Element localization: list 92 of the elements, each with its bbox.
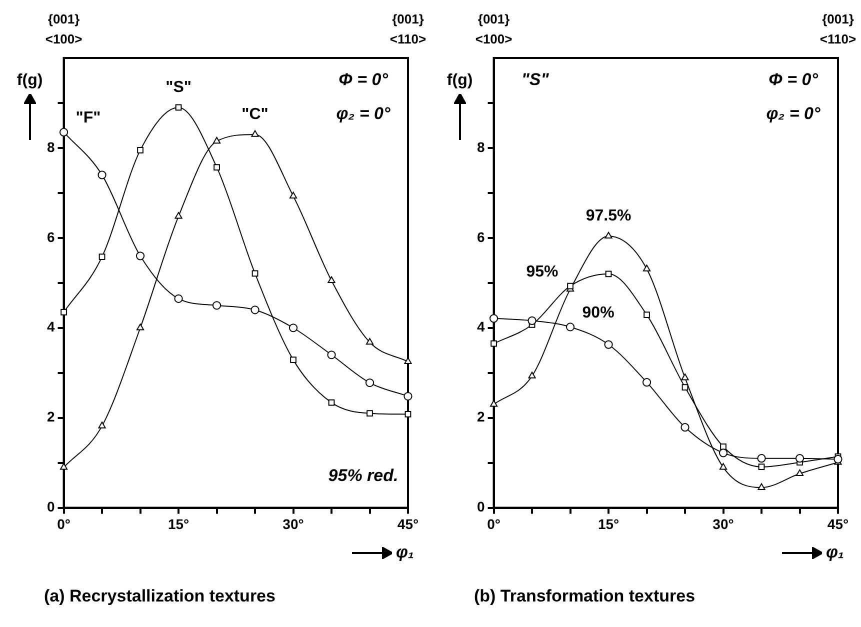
- y-tick-label: 2: [46, 408, 55, 425]
- point: [720, 443, 726, 450]
- x-tick-label: 15°: [168, 516, 190, 532]
- y-tick-label: 4: [476, 318, 485, 335]
- point: [327, 350, 336, 360]
- y-tick-label: 8: [476, 138, 485, 155]
- point: [366, 410, 373, 417]
- point: [834, 454, 842, 464]
- point: [680, 422, 690, 432]
- point: [795, 454, 804, 463]
- point: [328, 399, 335, 406]
- point: [212, 136, 221, 144]
- y-tick-label: 4: [46, 318, 55, 335]
- y-axis-title: f(g): [16, 72, 43, 89]
- point: [250, 306, 260, 314]
- point: [60, 308, 67, 316]
- text: (b) Transformation textures: [474, 586, 696, 606]
- x-tick-label: 45°: [827, 516, 849, 532]
- point: [290, 356, 296, 364]
- point: [567, 282, 574, 290]
- point: [289, 192, 298, 198]
- x-tick-label: 15°: [598, 516, 620, 532]
- x-axis-title: φ₁: [396, 542, 414, 562]
- point: [136, 324, 144, 330]
- point: [404, 411, 412, 418]
- text: (a) Recrystallization textures: [44, 586, 276, 606]
- point: [174, 212, 182, 219]
- point: [365, 378, 374, 388]
- series-label: "C": [242, 106, 268, 123]
- point: [175, 104, 182, 111]
- point: [642, 378, 652, 387]
- y-tick-label: 6: [46, 228, 55, 245]
- point: [489, 314, 498, 323]
- point: [366, 338, 374, 345]
- x-tick-label: 30°: [712, 516, 734, 532]
- point: [98, 422, 106, 428]
- point: [137, 147, 144, 154]
- x-tick-label: 0°: [57, 516, 70, 532]
- series-label: "S": [166, 78, 192, 96]
- point: [174, 294, 183, 303]
- point: [604, 232, 612, 239]
- series-label: 97.5%: [586, 208, 632, 225]
- point: [328, 276, 336, 284]
- series-label: 95%: [526, 263, 558, 280]
- point: [490, 340, 497, 347]
- x-tick-label: 45°: [397, 516, 419, 532]
- x-tick-label: 0°: [487, 516, 500, 532]
- point: [718, 448, 728, 458]
- y-axis-title: f(g): [446, 72, 473, 89]
- point: [682, 384, 688, 390]
- point: [252, 270, 258, 277]
- point: [642, 264, 651, 272]
- point: [758, 464, 765, 470]
- series-label: "F": [76, 110, 101, 127]
- point: [644, 312, 650, 318]
- point: [136, 252, 145, 260]
- annotation: 95% red.: [328, 466, 398, 485]
- point: [98, 170, 106, 180]
- point: [214, 164, 220, 170]
- point: [719, 463, 728, 470]
- point: [212, 301, 222, 310]
- x-tick-label: 30°: [282, 516, 304, 532]
- y-tick-label: 0: [46, 498, 55, 515]
- point: [59, 128, 68, 137]
- point: [757, 454, 766, 463]
- annotation: "S": [521, 70, 550, 90]
- y-tick-label: 8: [46, 138, 55, 155]
- y-tick-label: 2: [476, 408, 485, 425]
- annotation: φ₂ = 0°: [336, 104, 390, 123]
- text: {001} <100>: [475, 12, 513, 47]
- point: [796, 469, 804, 476]
- y-tick-label: 6: [476, 228, 485, 245]
- text: {001} <100>: [45, 12, 83, 47]
- series-label: 90%: [582, 304, 614, 322]
- point: [98, 254, 106, 260]
- point: [288, 324, 298, 332]
- point: [758, 483, 766, 490]
- point: [605, 270, 612, 278]
- text: {001} <110>: [820, 12, 856, 47]
- annotation: φ₂ = 0°: [766, 104, 820, 123]
- point: [528, 372, 536, 378]
- point: [681, 374, 689, 380]
- point: [528, 316, 536, 325]
- point: [604, 340, 613, 349]
- y-tick-label: 0: [476, 498, 485, 515]
- point: [404, 392, 412, 401]
- point: [566, 322, 575, 332]
- text: {001} <110>: [390, 12, 426, 47]
- annotation: Φ = 0°: [338, 70, 388, 90]
- annotation: Φ = 0°: [768, 70, 818, 90]
- point: [251, 130, 259, 137]
- x-axis-title: φ₁: [826, 542, 844, 562]
